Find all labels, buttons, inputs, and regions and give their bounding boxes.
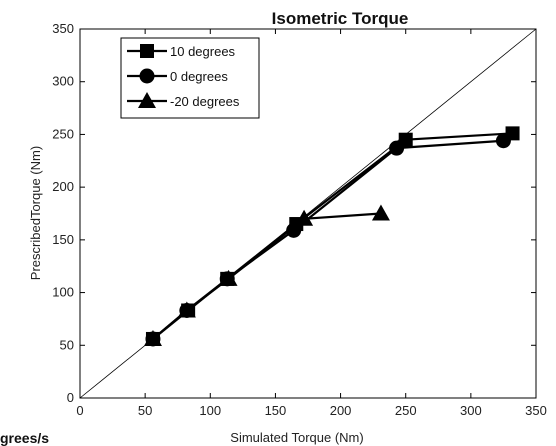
y-tick-label: 0 <box>67 390 74 405</box>
y-tick-label: 150 <box>52 232 74 247</box>
y-tick-label: 200 <box>52 179 74 194</box>
data-point-triangle <box>177 301 196 318</box>
y-tick-label: 100 <box>52 285 74 300</box>
x-axis: 0 50 100 150 200 250 300 350 <box>76 29 547 418</box>
y-tick-label: 350 <box>52 21 74 36</box>
legend-label: 0 degrees <box>170 69 228 84</box>
x-tick-label: 300 <box>460 403 482 418</box>
y-tick-label: 50 <box>60 337 74 352</box>
data-point-triangle <box>219 269 238 286</box>
y-tick-label: 300 <box>52 74 74 89</box>
x-axis-label: Simulated Torque (Nm) <box>230 430 363 445</box>
data-point-triangle <box>143 329 162 346</box>
legend-marker-circle <box>139 68 155 84</box>
x-tick-label: 200 <box>330 403 352 418</box>
y-axis-label: PrescribedTorque (Nm) <box>28 146 43 280</box>
y-tick-label: 250 <box>52 126 74 141</box>
legend-marker-triangle <box>138 92 156 108</box>
series-group <box>143 126 520 347</box>
legend-marker-square <box>140 44 154 58</box>
data-point-triangle <box>371 204 390 221</box>
series-triangle <box>143 204 390 346</box>
data-point-circle <box>495 133 511 149</box>
data-point-triangle <box>295 209 314 226</box>
data-point-circle <box>286 222 302 238</box>
y-axis: 0 50 100 150 200 250 300 350 <box>52 21 536 405</box>
cropped-caption-text: grees/s <box>0 430 49 446</box>
x-tick-label: 350 <box>525 403 547 418</box>
chart-title: Isometric Torque <box>272 9 409 28</box>
x-tick-label: 100 <box>199 403 221 418</box>
legend: 10 degrees 0 degrees -20 degrees <box>120 37 260 119</box>
x-tick-label: 250 <box>395 403 417 418</box>
legend-label: -20 degrees <box>170 94 240 109</box>
data-point-circle <box>389 140 405 156</box>
legend-label: 10 degrees <box>170 44 236 59</box>
x-tick-label: 50 <box>138 403 152 418</box>
x-tick-label: 0 <box>76 403 83 418</box>
x-tick-label: 150 <box>265 403 287 418</box>
